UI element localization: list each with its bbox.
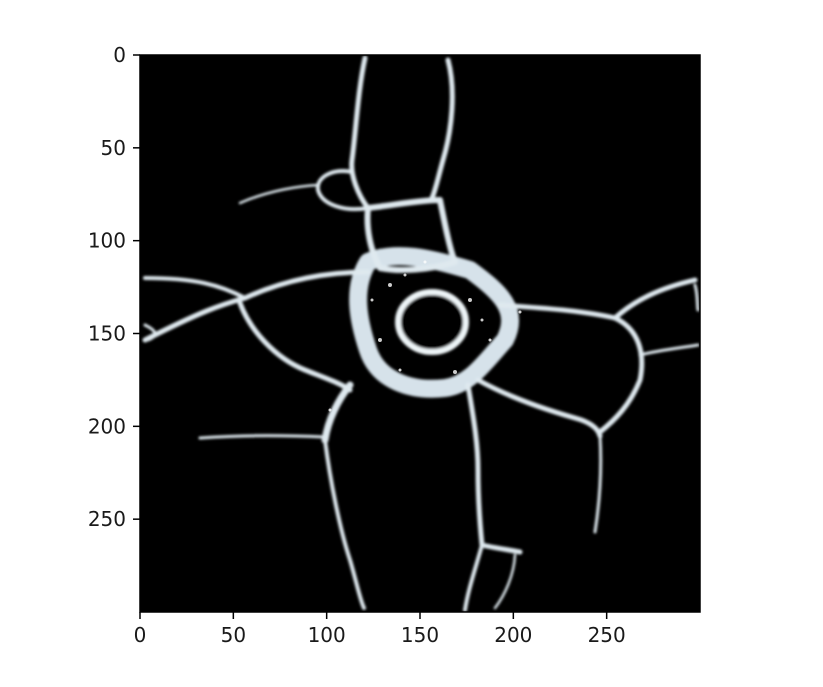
y-axis: 0 50 100 150 200 250	[88, 43, 140, 531]
speckles	[328, 260, 522, 412]
left-down-strand	[321, 381, 354, 444]
x-tick-label: 250	[588, 623, 626, 647]
small-loop	[315, 169, 370, 211]
left-edge	[143, 323, 157, 342]
right-edge-tip	[693, 283, 700, 312]
x-tick-label: 100	[308, 623, 346, 647]
right-middle-strand	[475, 377, 603, 439]
x-tick-label: 0	[134, 623, 147, 647]
y-tick-label: 150	[88, 322, 126, 346]
x-tick-label: 50	[221, 623, 246, 647]
center-down-strand	[465, 382, 523, 555]
x-tick-label: 200	[494, 623, 532, 647]
central-hole	[395, 289, 469, 355]
top-left-strand	[349, 55, 371, 211]
x-axis: 0 50 100 150 200 250	[134, 612, 626, 647]
y-tick-label: 250	[88, 507, 126, 531]
left-lower-strand	[237, 300, 353, 393]
bottom-right-fragment	[493, 553, 517, 610]
right-lower-strand	[597, 315, 645, 435]
upper-left-branch	[238, 183, 320, 205]
y-tick-label: 200	[88, 414, 126, 438]
left-loop	[143, 276, 247, 300]
microscopy-image	[140, 55, 700, 612]
upper-chamber	[364, 197, 458, 273]
center-bottom-strand	[463, 543, 484, 612]
right-down-strand	[593, 434, 603, 534]
left-horizontal-lower	[198, 434, 327, 440]
right-edge-strand	[638, 343, 700, 357]
x-tick-label: 150	[401, 623, 439, 647]
y-tick-label: 0	[113, 43, 126, 67]
y-tick-label: 100	[88, 229, 126, 253]
top-right-strand	[429, 57, 455, 201]
cell-network	[142, 55, 700, 612]
y-tick-label: 50	[101, 136, 126, 160]
left-vertical-lower	[323, 438, 366, 610]
